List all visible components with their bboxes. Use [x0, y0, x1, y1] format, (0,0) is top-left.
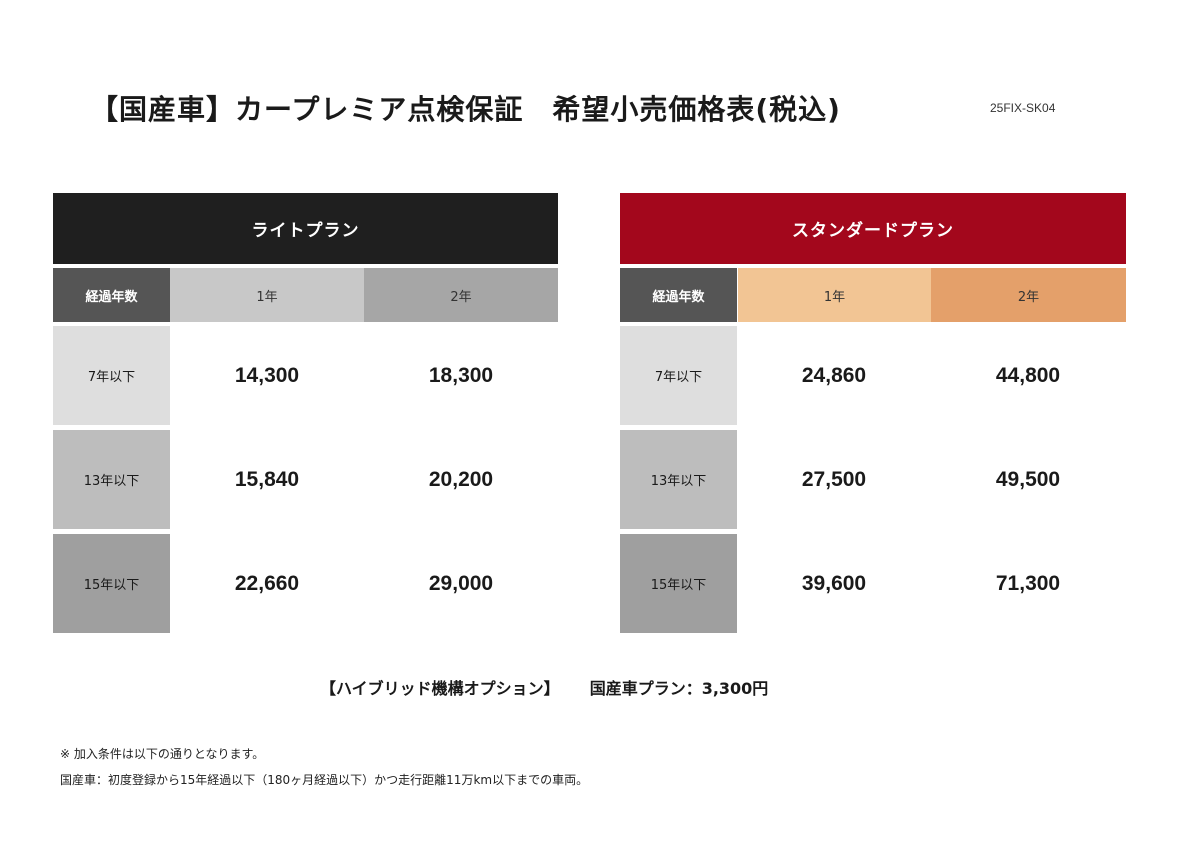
document-code: 25FIX-SK04 — [990, 101, 1056, 115]
row-label-13yr: 13年以下 — [620, 430, 737, 529]
row-label-7yr: 7年以下 — [53, 326, 170, 425]
price-cell: 44,800 — [995, 363, 1061, 387]
price-cell: 22,660 — [234, 571, 300, 595]
hybrid-option-price: 国産車プラン：3,300円 — [589, 679, 769, 698]
price-cell: 49,500 — [995, 467, 1061, 491]
price-cell: 71,300 — [995, 571, 1061, 595]
row-label-7yr: 7年以下 — [620, 326, 737, 425]
standard-plan-title: スタンダードプラン — [620, 193, 1126, 264]
year1-header: 1年 — [738, 268, 931, 322]
row-label-15yr: 15年以下 — [53, 534, 170, 633]
hybrid-option-line: 【ハイブリッド機構オプション】 国産車プラン：3,300円 — [320, 675, 768, 699]
elapsed-years-header: 経過年数 — [53, 268, 170, 322]
price-cell: 39,600 — [801, 571, 867, 595]
year2-header: 2年 — [364, 268, 558, 322]
price-cell: 29,000 — [428, 571, 494, 595]
year2-header: 2年 — [931, 268, 1126, 322]
page-title: 【国産車】カープレミア点検保証 希望小売価格表(税込) — [90, 93, 841, 126]
conditions-detail: 国産車：初度登録から15年経過以下（180ヶ月経過以下）かつ走行距離11万km以… — [60, 773, 589, 787]
conditions-note: ※ 加入条件は以下の通りとなります。 — [60, 747, 265, 761]
price-cell: 20,200 — [428, 467, 494, 491]
light-plan-title: ライトプラン — [53, 193, 558, 264]
elapsed-years-header: 経過年数 — [620, 268, 737, 322]
price-cell: 27,500 — [801, 467, 867, 491]
price-cell: 15,840 — [234, 467, 300, 491]
hybrid-option-label: 【ハイブリッド機構オプション】 — [320, 679, 560, 698]
row-label-13yr: 13年以下 — [53, 430, 170, 529]
year1-header: 1年 — [170, 268, 364, 322]
price-cell: 24,860 — [801, 363, 867, 387]
price-cell: 18,300 — [428, 363, 494, 387]
row-label-15yr: 15年以下 — [620, 534, 737, 633]
price-cell: 14,300 — [234, 363, 300, 387]
